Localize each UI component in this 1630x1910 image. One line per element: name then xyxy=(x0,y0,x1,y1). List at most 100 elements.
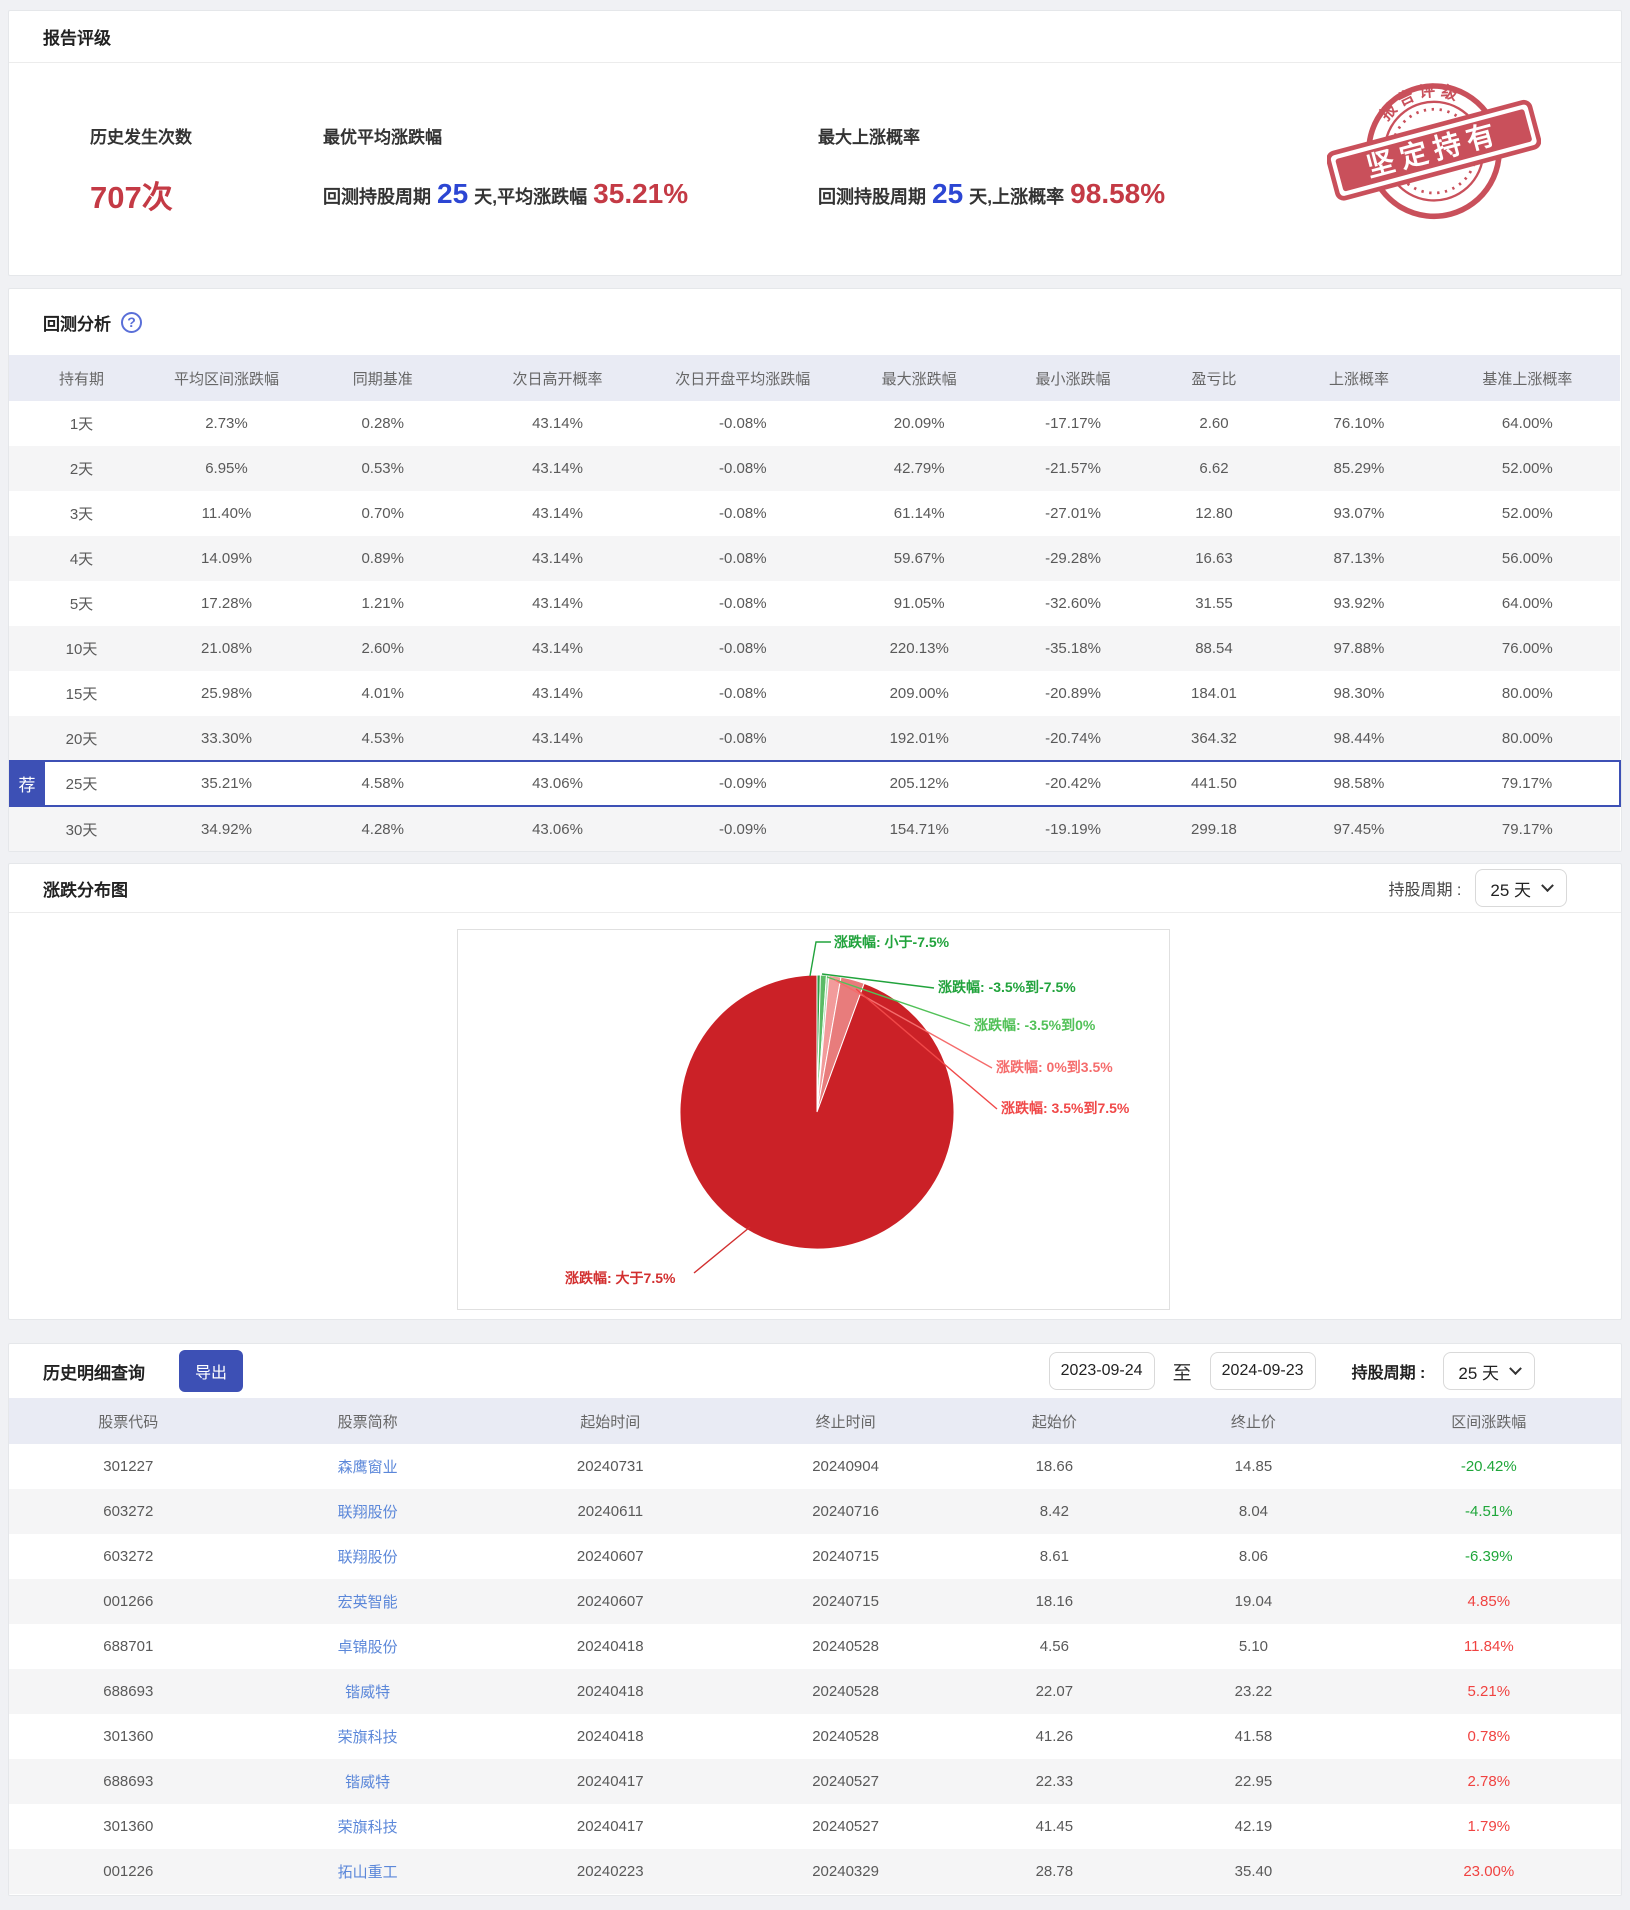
pie-chart: 涨跌幅: 小于-7.5% 涨跌幅: -3.5%到-7.5% 涨跌幅: -3.5%到0… xyxy=(565,934,1130,1286)
backtest-header-row: 持有期 平均区间涨跌幅 同期基准 次日高开概率 次日开盘平均涨跌幅 最大涨跌幅 最小涨跌幅盈… xyxy=(9,355,1620,401)
backtest-cell: 31.55 xyxy=(1195,595,1233,612)
history-cell: 8.06 xyxy=(1238,1548,1269,1565)
history-cell: 18.66 xyxy=(1035,1458,1074,1475)
stat-value: 98.58% xyxy=(1070,178,1166,209)
backtest-row[interactable]: 1天 2.73% 0.28% 43.14% -0.08% 20.09% -17.17% 2.6… xyxy=(9,401,1620,446)
backtest-cell: 98.30% xyxy=(1333,685,1385,702)
history-row: 688701 卓锦股份 20240418 20240528 4.56 5.10 11.84% xyxy=(9,1624,1621,1669)
holding-period-cell: 5天 xyxy=(69,596,94,613)
backtest-cell: -19.19% xyxy=(1045,820,1101,838)
chevron-down-icon xyxy=(1541,878,1554,892)
backtest-cell: 59.67% xyxy=(893,550,945,567)
history-cell: 301227 xyxy=(103,1458,154,1475)
history-row: 301360 荣旗科技 20240418 20240528 41.26 41.58 0.78… xyxy=(9,1714,1621,1759)
backtest-row[interactable]: 20天 33.30% 4.53% 43.14% -0.08% 192.01% -20.74%… xyxy=(9,716,1620,761)
backtest-row[interactable]: 25天 35.21% 4.58% 43.06% -0.09% 205.12% -20.42%… xyxy=(9,760,1622,807)
report-rating-title: 报告评级 xyxy=(43,29,111,48)
column-header: 股票代码 xyxy=(9,1398,248,1444)
backtest-cell: 56.00% xyxy=(1501,550,1553,567)
backtest-row[interactable]: 5天 17.28% 1.21% 43.14% -0.08% 91.05% -32.60% 31… xyxy=(9,581,1620,626)
help-icon[interactable]: ? xyxy=(121,311,142,333)
backtest-cell: 91.05% xyxy=(893,595,945,612)
history-cell: 20240417 xyxy=(576,1818,644,1835)
column-header: 同期基准 xyxy=(298,355,467,401)
backtest-cell: 25.98% xyxy=(201,685,252,702)
backtest-title: 回测分析 xyxy=(43,314,111,334)
history-table: 股票代码 股票简称 起始时间 终止时间 起始价 终止价 区间涨跌幅 301227 森鹰窗业 20… xyxy=(9,1398,1621,1894)
backtest-cell: 43.14% xyxy=(532,729,583,747)
stock-name-link[interactable]: 联翔股份 xyxy=(337,1504,398,1521)
export-button[interactable]: 导出 xyxy=(179,1350,243,1392)
history-cell: 20240715 xyxy=(812,1593,879,1610)
backtest-cell: 1.21% xyxy=(361,595,404,612)
stock-name-link[interactable]: 荣旗科技 xyxy=(337,1729,398,1746)
pie-slice[interactable] xyxy=(679,974,955,1250)
backtest-cell: -0.09% xyxy=(648,760,838,807)
column-header: 最大涨跌幅 xyxy=(837,355,1002,401)
date-from-input[interactable]: 2023-09-24 xyxy=(1048,1352,1155,1390)
stat-prefix: 回测持股周期 xyxy=(818,187,926,207)
stock-name-cell: 锴威特 xyxy=(248,1669,488,1714)
distribution-title: 涨跌分布图 xyxy=(43,880,128,900)
stock-name-link[interactable]: 联翔股份 xyxy=(337,1549,398,1566)
backtest-cell: 14.09% xyxy=(201,550,252,567)
backtest-cell: 34.92% xyxy=(201,820,252,838)
backtest-cell: -0.08% xyxy=(719,729,767,747)
backtest-row[interactable]: 4天 14.09% 0.89% 43.14% -0.08% 59.67% -29.28% 16… xyxy=(9,536,1620,581)
backtest-row[interactable]: 3天 11.40% 0.70% 43.14% -0.08% 61.14% -27.01% 12… xyxy=(9,491,1620,536)
backtest-cell: 43.14% xyxy=(532,685,583,702)
column-header: 终止价 xyxy=(1150,1398,1357,1444)
holding-period-cell: 15天 xyxy=(65,686,98,703)
stock-name-link[interactable]: 森鹰窗业 xyxy=(337,1459,398,1476)
stock-name-link[interactable]: 锴威特 xyxy=(345,1684,391,1701)
stock-name-cell: 宏英智能 xyxy=(248,1579,488,1624)
pie-leader-line xyxy=(834,979,993,1069)
history-cell: 4.56 xyxy=(1039,1638,1069,1655)
history-header-row: 股票代码 股票简称 起始时间 终止时间 起始价 终止价 区间涨跌幅 xyxy=(9,1398,1621,1444)
interval-change-cell: 11.84% xyxy=(1463,1638,1514,1655)
backtest-cell: 87.13% xyxy=(1333,550,1385,567)
backtest-cell: 11.40% xyxy=(201,505,252,522)
history-row: 301360 荣旗科技 20240417 20240527 41.45 42.19 1.79… xyxy=(9,1804,1621,1849)
backtest-row[interactable]: 10天 21.08% 2.60% 43.14% -0.08% 220.13% -35.18%… xyxy=(9,626,1620,671)
stock-name-link[interactable]: 宏英智能 xyxy=(337,1594,398,1611)
history-cell: 688693 xyxy=(103,1683,154,1700)
history-period-select[interactable]: 25 天 xyxy=(1443,1352,1535,1390)
backtest-cell: 97.45% xyxy=(1333,820,1385,838)
history-cell: 41.58 xyxy=(1234,1728,1273,1745)
history-cell: 20240716 xyxy=(812,1503,879,1520)
backtest-cell: 52.00% xyxy=(1501,460,1553,477)
stock-name-link[interactable]: 荣旗科技 xyxy=(337,1819,398,1836)
date-to-input[interactable]: 2024-09-23 xyxy=(1209,1352,1316,1390)
backtest-cell: 43.06% xyxy=(466,760,649,807)
backtest-row[interactable]: 15天 25.98% 4.01% 43.14% -0.08% 209.00% -20.89%… xyxy=(9,671,1620,716)
stock-name-link[interactable]: 锴威特 xyxy=(345,1774,391,1791)
column-header: 持有期 xyxy=(9,355,154,401)
stock-name-cell: 荣旗科技 xyxy=(248,1714,488,1759)
pie-leader-line xyxy=(826,976,971,1027)
interval-change-cell: 5.21% xyxy=(1467,1683,1511,1700)
history-cell: 35.40 xyxy=(1234,1863,1273,1880)
report-rating-card: 报告评级 历史发生次数 707次 最优平均涨跌幅 回测持股周期 25 天,平均涨… xyxy=(8,10,1622,276)
history-period-label: 持股周期 : xyxy=(1351,1365,1426,1382)
backtest-cell: 0.53% xyxy=(361,460,404,477)
date-range-separator: 至 xyxy=(1172,1362,1192,1384)
holding-period-cell: 2天 xyxy=(69,461,94,478)
backtest-row[interactable]: 30天 34.92% 4.28% 43.06% -0.09% 154.71% -19.19%… xyxy=(9,806,1620,851)
holding-period-select[interactable]: 25 天 xyxy=(1475,869,1567,907)
stat-max-up-prob-label: 最大上涨概率 xyxy=(818,128,920,147)
backtest-cell: -0.08% xyxy=(719,685,767,702)
backtest-cell: 209.00% xyxy=(889,685,949,702)
backtest-row[interactable]: 2天 6.95% 0.53% 43.14% -0.08% 42.79% -21.57% 6.6… xyxy=(9,446,1620,491)
chevron-down-icon xyxy=(1509,1361,1522,1375)
backtest-cell: 6.95% xyxy=(205,460,248,477)
history-cell: 22.07 xyxy=(1035,1683,1074,1700)
stock-name-link[interactable]: 拓山重工 xyxy=(337,1864,398,1881)
column-header: 次日开盘平均涨跌幅 xyxy=(648,355,838,401)
backtest-cell: 16.63 xyxy=(1195,550,1233,567)
history-cell: 20240607 xyxy=(576,1593,644,1610)
holding-period-cell: 4天 xyxy=(69,551,94,568)
stock-name-link[interactable]: 卓锦股份 xyxy=(337,1639,398,1656)
pie-leader-line xyxy=(821,973,935,989)
backtest-cell: 97.88% xyxy=(1333,640,1385,657)
